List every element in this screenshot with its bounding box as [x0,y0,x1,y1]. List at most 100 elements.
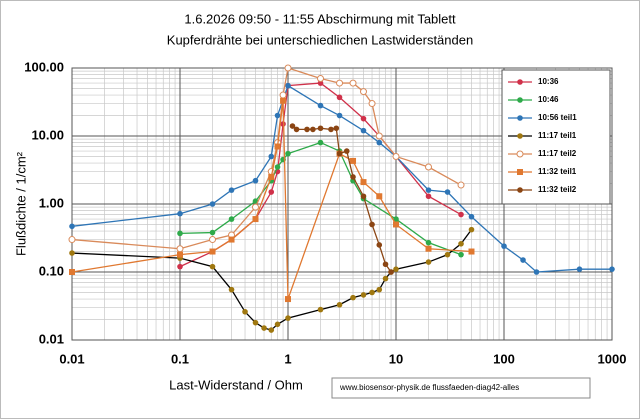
marker [285,315,291,321]
marker [458,211,464,218]
legend-label: 11:32 teil1 [538,167,577,176]
marker [268,153,275,160]
marker [458,251,464,258]
x-tick-label: 100 [493,351,515,366]
marker [360,292,367,298]
marker [457,181,465,189]
marker [310,126,316,133]
marker [609,266,615,272]
legend-label: 10:36 [538,77,559,86]
legend-label: 10:56 teil1 [538,113,577,122]
marker [228,236,235,243]
marker [293,126,300,133]
marker [520,257,526,263]
marker [285,150,291,157]
marker [376,286,383,293]
marker [359,88,367,96]
marker [336,150,343,157]
marker [69,250,75,256]
marker [251,203,259,211]
marker [393,221,399,228]
marker [376,139,383,146]
marker [274,164,281,170]
marker [228,286,235,293]
legend-label: 11:32 teil2 [538,185,577,194]
marker [425,239,432,246]
marker [533,269,540,275]
marker [280,97,287,104]
marker [368,100,376,108]
marker [360,127,367,134]
marker [268,327,275,333]
marker [176,245,184,253]
marker [393,266,399,272]
marker [328,126,334,133]
marker [317,306,324,313]
annotation: www.biosensor-physik.de flussfaeden-diag… [339,383,519,392]
y-axis-label: Flußdichte / 1/cm² [13,151,28,256]
marker [252,319,259,326]
legend-marker [517,97,523,103]
marker [382,275,389,282]
marker [209,229,216,236]
marker [336,79,344,87]
marker [261,325,267,331]
marker [304,126,310,133]
y-tick-label: 1.00 [39,195,64,210]
marker [336,112,343,119]
x-tick-label: 1000 [598,351,627,366]
marker [69,223,75,230]
marker [376,193,383,200]
marker [343,148,350,154]
marker [501,243,507,249]
marker [274,321,281,328]
marker [317,139,324,146]
marker [289,123,296,129]
marker [252,177,259,184]
marker [369,289,375,296]
marker [317,125,324,132]
legend-marker [517,169,523,175]
series-line [71,100,472,300]
legend-marker [517,79,523,85]
marker [444,189,451,195]
marker [350,174,356,180]
x-tick-label: 10 [389,351,403,366]
marker [333,125,340,132]
marker [268,173,275,180]
marker [228,216,235,222]
marker [376,242,383,248]
marker [209,263,216,270]
marker [375,132,383,140]
y-tick-label: 100.00 [24,59,64,74]
marker [576,266,583,272]
x-tick-label: 0.1 [171,351,189,366]
marker [468,248,475,255]
marker [382,261,389,268]
marker [458,240,464,247]
marker [279,91,287,99]
marker [349,79,357,87]
legend-marker [516,150,524,158]
marker [285,82,291,89]
marker [284,64,292,72]
annotation-box [331,377,591,399]
marker [268,189,275,195]
marker [177,230,183,237]
marker [242,308,248,315]
marker [360,115,367,122]
marker [360,193,367,200]
legend-label: 10:46 [538,95,559,104]
marker [274,112,281,119]
marker [468,213,475,220]
legend-label: 11:17 teil2 [538,149,577,158]
marker [425,245,432,252]
marker [425,187,432,193]
marker [388,269,394,275]
plot-area [68,64,615,341]
marker [209,248,216,255]
legend-marker [517,133,523,139]
marker [425,193,432,200]
marker [393,216,399,222]
